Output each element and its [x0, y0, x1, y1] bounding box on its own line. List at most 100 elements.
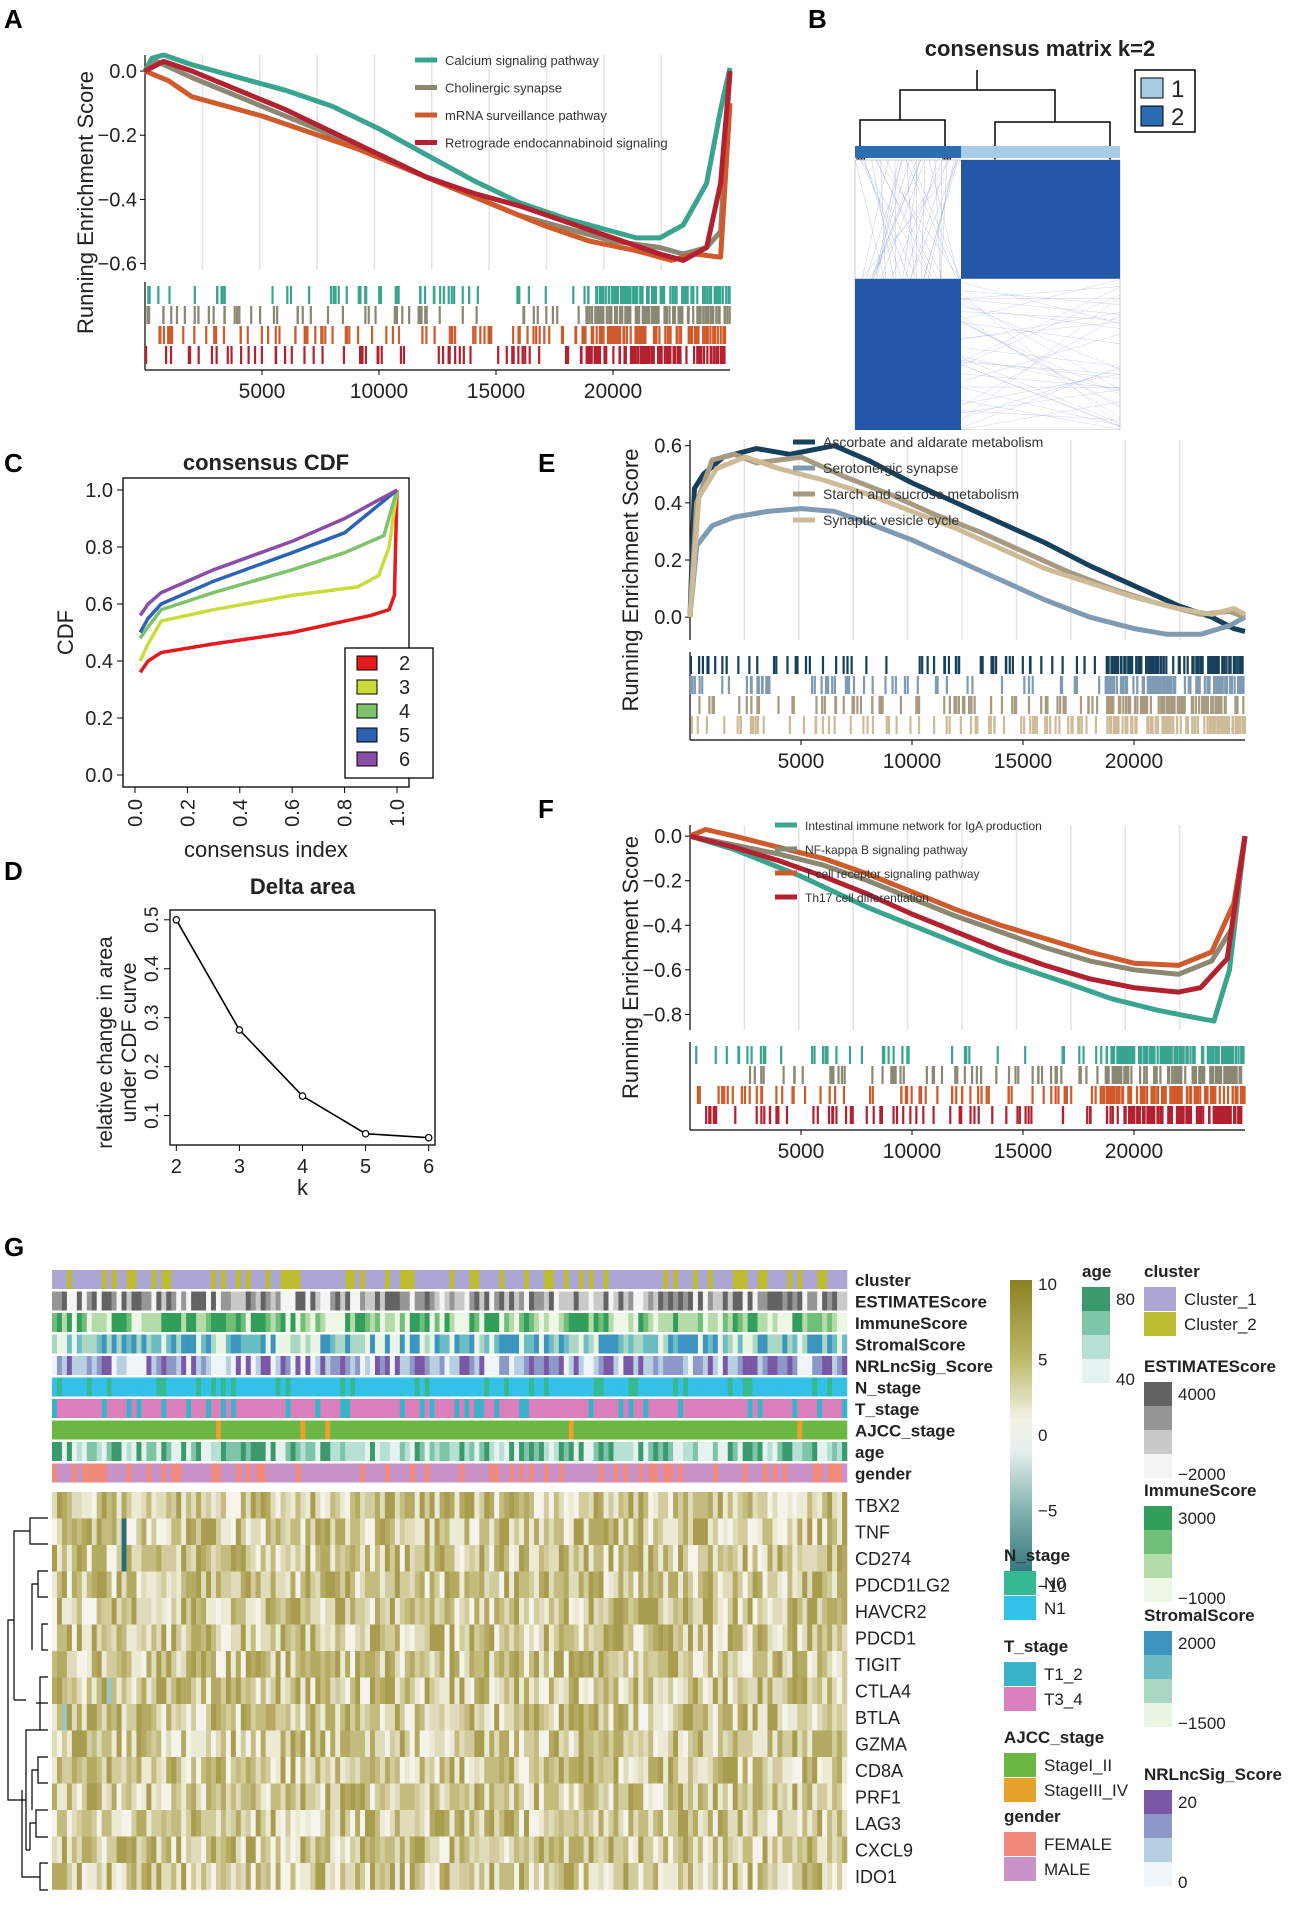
- heatmap-cell: [812, 1624, 818, 1652]
- heatmap-cell: [201, 1624, 207, 1652]
- track-cell: [643, 1334, 649, 1354]
- heatmap-cell: [81, 1704, 88, 1731]
- track-cell: [71, 1420, 78, 1440]
- track-cell: [91, 1399, 98, 1418]
- track-cell: [618, 1399, 624, 1418]
- heatmap-cell: [101, 1518, 107, 1546]
- track-cell: [111, 1356, 117, 1375]
- track-cell: [797, 1463, 803, 1483]
- heatmap-cell: [817, 1492, 823, 1519]
- y-tick-label: 0.4: [142, 955, 163, 982]
- heatmap-cell: [270, 1624, 276, 1652]
- heatmap-cell: [633, 1598, 639, 1625]
- heatmap-cell: [116, 1624, 122, 1652]
- heatmap-cell: [439, 1545, 445, 1572]
- track-cell: [320, 1377, 326, 1397]
- heatmap-cell: [722, 1598, 729, 1625]
- heatmap-cell: [290, 1651, 296, 1678]
- heatmap-cell: [543, 1571, 550, 1599]
- track-cell: [131, 1270, 137, 1289]
- cdf-line-k4: [138, 489, 399, 640]
- track-cell: [553, 1270, 560, 1289]
- heatmap-cell: [449, 1545, 455, 1572]
- heatmap-cell: [101, 1677, 107, 1705]
- track-cell: [623, 1334, 629, 1354]
- track-cell: [166, 1442, 172, 1461]
- track-cell: [588, 1356, 594, 1375]
- track-cell: [772, 1356, 778, 1375]
- track-cell: [424, 1356, 430, 1375]
- heatmap-cell: [220, 1598, 227, 1625]
- track-cell: [583, 1442, 589, 1461]
- track-cell: [762, 1377, 768, 1397]
- heatmap-cell: [802, 1518, 808, 1546]
- track-cell: [235, 1356, 242, 1375]
- heatmap-cell: [499, 1624, 505, 1652]
- heatmap-cell: [424, 1492, 430, 1519]
- heatmap-cell: [519, 1624, 525, 1652]
- heatmap-cell: [240, 1651, 247, 1678]
- heatmap-cell: [360, 1571, 366, 1599]
- heatmap-cell: [504, 1545, 510, 1572]
- track-cell: [404, 1313, 411, 1332]
- track-cell: [211, 1420, 217, 1440]
- heatmap-cell: [802, 1571, 808, 1599]
- track-cell: [215, 1399, 222, 1418]
- track-cell: [399, 1334, 406, 1354]
- heatmap-cell: [822, 1651, 828, 1678]
- heatmap-cell: [598, 1598, 604, 1625]
- heatmap-cell: [399, 1704, 406, 1731]
- heatmap-cell: [176, 1598, 182, 1625]
- track-cell: [469, 1377, 475, 1397]
- track-cell: [628, 1291, 634, 1311]
- track-cell: [66, 1420, 73, 1440]
- track-cell: [494, 1442, 500, 1461]
- track-cell: [394, 1399, 401, 1418]
- x-tick-label: 20000: [1105, 1140, 1163, 1163]
- heatmap-cell: [837, 1545, 843, 1572]
- track-cell: [350, 1442, 356, 1461]
- heatmap-cell: [618, 1545, 624, 1572]
- heatmap-cell: [96, 1598, 102, 1625]
- track-cell: [370, 1420, 376, 1440]
- track-cell: [504, 1270, 510, 1289]
- track-cell: [270, 1463, 276, 1483]
- track-cell: [141, 1356, 147, 1375]
- track-cell: [543, 1377, 550, 1397]
- heatmap-cell: [186, 1624, 192, 1652]
- track-cell: [295, 1399, 301, 1418]
- track-cell: [384, 1356, 391, 1375]
- heatmap-cell: [608, 1598, 614, 1625]
- track-cell: [206, 1334, 212, 1354]
- track-cell: [230, 1291, 237, 1311]
- heatmap-cell: [265, 1518, 271, 1546]
- heatmap-cell: [181, 1704, 187, 1731]
- heatmap-cell: [429, 1598, 435, 1625]
- heatmap-cell: [230, 1545, 237, 1572]
- matrix-noise: [960, 290, 1121, 306]
- heatmap-cell: [762, 1677, 768, 1705]
- heatmap-cell: [832, 1492, 838, 1519]
- heatmap-cell: [737, 1651, 743, 1678]
- heatmap-cell: [360, 1518, 366, 1546]
- heatmap-cell: [166, 1704, 172, 1731]
- heatmap-cell: [697, 1598, 704, 1625]
- matrix-noise: [960, 303, 1121, 370]
- track-cell: [161, 1399, 167, 1418]
- track-cell: [260, 1399, 266, 1418]
- track-cell: [245, 1463, 252, 1483]
- track-cell: [722, 1420, 729, 1440]
- track-cell: [802, 1356, 808, 1375]
- track-cell: [489, 1420, 495, 1440]
- track-cell: [270, 1270, 276, 1289]
- track-cell: [345, 1420, 351, 1440]
- track-cell: [265, 1463, 271, 1483]
- heatmap-cell: [374, 1518, 381, 1546]
- heatmap-cell: [141, 1545, 147, 1572]
- heatmap-cell: [643, 1518, 649, 1546]
- track-cell: [116, 1463, 122, 1483]
- dendrogram-branches: [859, 70, 1111, 160]
- track-cell: [424, 1399, 430, 1418]
- matrix-noise: [876, 159, 933, 279]
- track-cell: [643, 1399, 649, 1418]
